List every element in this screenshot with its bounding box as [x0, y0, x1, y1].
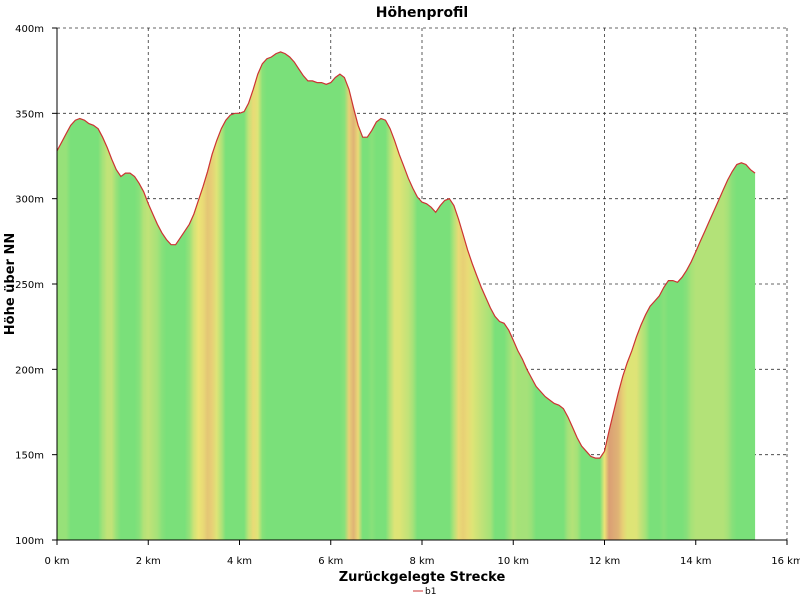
legend-label: b1	[425, 587, 436, 597]
y-axis-label: Höhe über NN	[3, 233, 18, 335]
axes	[52, 27, 788, 545]
y-tick-label: 300m	[15, 195, 44, 206]
y-tick-label: 150m	[15, 451, 44, 462]
x-tick-label: 14 km	[680, 556, 711, 567]
x-tick-label: 6 km	[318, 556, 343, 567]
x-tick-label: 2 km	[136, 556, 161, 567]
elevation-line	[56, 51, 756, 459]
x-axis-label: Zurückgelegte Strecke	[339, 570, 506, 585]
x-tick-label: 10 km	[498, 556, 529, 567]
y-tick-label: 200m	[15, 365, 44, 376]
plot-area	[56, 51, 756, 541]
legend: b1	[413, 587, 436, 597]
elevation-area	[57, 51, 756, 541]
y-tick-label: 350m	[15, 109, 44, 120]
chart-title: Höhenprofil	[376, 5, 468, 21]
y-tick-label: 400m	[15, 24, 44, 35]
x-tick-labels: 0 km 2 km 4 km 6 km 8 km 10 km 12 km 14 km 16 km	[44, 556, 800, 567]
x-tick-label: 0 km	[44, 556, 69, 567]
y-tick-label: 100m	[15, 536, 44, 547]
x-tick-label: 8 km	[409, 556, 434, 567]
x-tick-label: 16 km	[771, 556, 800, 567]
x-tick-label: 4 km	[227, 556, 252, 567]
y-tick-label: 250m	[15, 280, 44, 291]
y-tick-labels: 100m 150m 200m 250m 300m 350m 400m	[15, 24, 44, 547]
x-tick-label: 12 km	[589, 556, 620, 567]
